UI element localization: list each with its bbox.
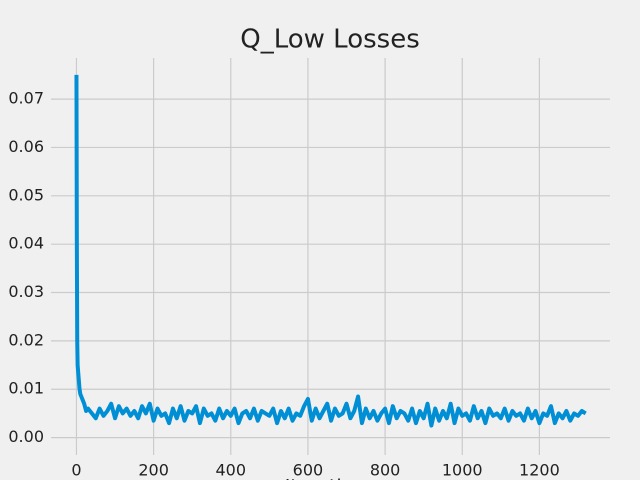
- y-tick-label: 0.03: [8, 282, 44, 301]
- y-tick-label: 0.06: [8, 137, 44, 156]
- y-tick-label: 0.02: [8, 330, 44, 349]
- x-tick-label: 800: [370, 461, 401, 480]
- x-tick-label: 1200: [519, 461, 560, 480]
- x-tick-label: 0: [71, 461, 81, 480]
- y-tick-label: 0.01: [8, 379, 44, 398]
- x-tick-label: 1000: [442, 461, 483, 480]
- y-tick-label: 0.05: [8, 185, 44, 204]
- x-axis-label: Iterations: [285, 476, 376, 480]
- x-tick-label: 600: [293, 461, 324, 480]
- y-tick-label: 0.04: [8, 234, 44, 253]
- x-tick-label: 400: [216, 461, 247, 480]
- chart-title: Q_Low Losses: [240, 25, 420, 55]
- loss-line: [74, 74, 587, 428]
- y-tick-label: 0.07: [8, 89, 44, 108]
- y-tick-label: 0.00: [8, 427, 44, 446]
- x-tick-label: 200: [138, 461, 169, 480]
